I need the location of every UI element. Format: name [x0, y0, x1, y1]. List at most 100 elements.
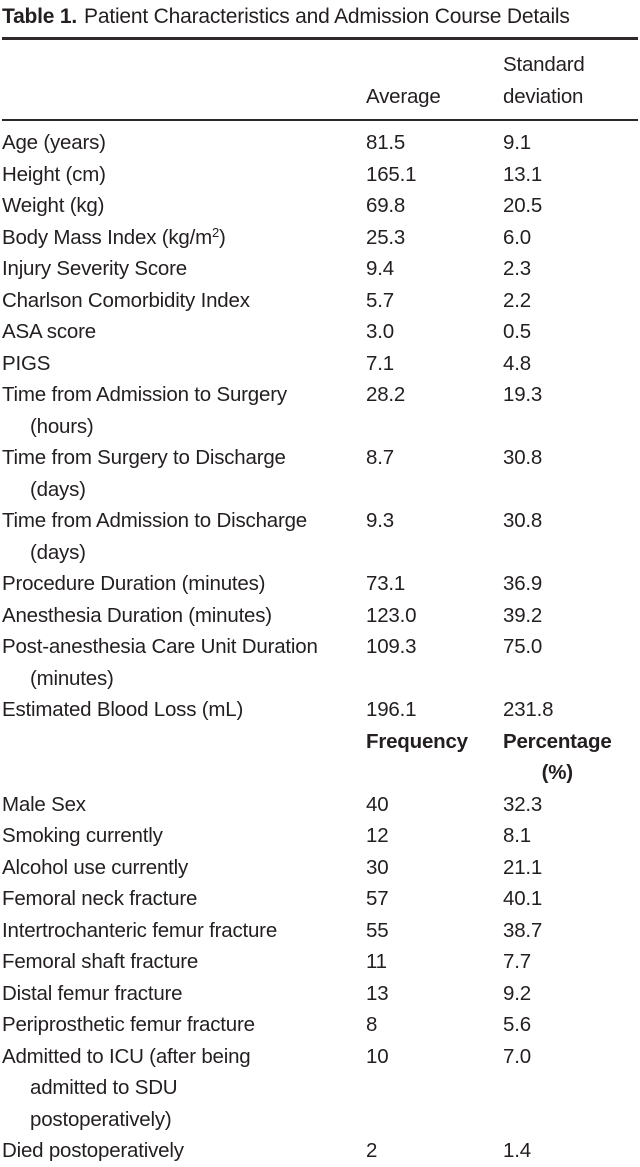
column-header-blank [2, 38, 366, 121]
average-value: 3.0 [366, 320, 394, 343]
sd-value: 30.8 [503, 509, 543, 532]
frequency-value: 8 [366, 1013, 378, 1036]
sd-value: 4.8 [503, 351, 531, 375]
frequency-value: 40 [366, 792, 389, 816]
row-label: Alcohol use currently [2, 855, 189, 879]
table-row: Body Mass Index (kg/m2) 25.3 6.0 [2, 222, 638, 254]
row-label: Procedure Duration (minutes) [2, 572, 266, 595]
table-row: Died postoperatively 2 1.4 [2, 1135, 638, 1167]
percentage-value: 38.7 [503, 918, 543, 942]
table-title: Table 1. Patient Characteristics and Admi… [2, 4, 638, 30]
frequency-value: 13 [366, 981, 389, 1005]
table-row: Alcohol use currently 30 21.1 [2, 852, 638, 884]
superscript: 2 [212, 224, 220, 240]
row-label: Body Mass Index (kg/m2) [2, 224, 226, 249]
average-value: 69.8 [366, 194, 406, 217]
average-value: 25.3 [366, 225, 406, 249]
sd-value: 6.0 [503, 225, 531, 249]
row-label: Died postoperatively [2, 1139, 184, 1162]
column-header-standard-deviation: Standard deviation [503, 38, 638, 121]
frequency-value: 30 [366, 855, 389, 879]
sd-value: 19.3 [503, 383, 543, 406]
average-value: 109.3 [366, 635, 417, 658]
sd-value: 30.8 [503, 446, 543, 469]
frequency-value: 12 [366, 824, 389, 847]
sd-value: 13.1 [503, 162, 543, 186]
row-label: Anesthesia Duration (minutes) [2, 603, 272, 627]
row-label: PIGS [2, 351, 51, 375]
row-label: Femoral neck fracture [2, 887, 198, 910]
row-label [2, 726, 366, 789]
sd-value: 2.2 [503, 288, 531, 312]
table-body: Age (years) 81.5 9.1 Height (cm) 165.1 13.1 We… [2, 120, 638, 1167]
percentage-header-wrap: Percentage (%) [503, 729, 612, 785]
frequency-value: 2 [366, 1139, 378, 1162]
table-row: Admitted to ICU (after being admitted to… [2, 1041, 638, 1136]
percentage-value: 21.1 [503, 855, 543, 879]
row-label: Male Sex [2, 792, 86, 816]
table-row: Anesthesia Duration (minutes) 123.0 39.2 [2, 600, 638, 632]
table-row: Time from Surgery to Discharge (days) 8.7… [2, 442, 638, 505]
frequency-section-header-row: Frequency Percentage (%) [2, 726, 638, 789]
average-value: 28.2 [366, 383, 406, 406]
sd-value: 9.1 [503, 131, 531, 154]
table-row: Femoral shaft fracture 11 7.7 [2, 946, 638, 978]
frequency-value: 57 [366, 887, 389, 910]
sd-value: 2.3 [503, 257, 531, 280]
sd-value: 0.5 [503, 320, 531, 343]
table-row: ASA score 3.0 0.5 [2, 316, 638, 348]
column-header-average: Average [366, 38, 503, 121]
row-label: Smoking currently [2, 824, 163, 847]
percentage-value: 1.4 [503, 1139, 531, 1162]
frequency-value: 11 [366, 950, 387, 973]
table-row: Procedure Duration (minutes) 73.1 36.9 [2, 568, 638, 600]
table-row: PIGS 7.1 4.8 [2, 348, 638, 380]
row-label: Height (cm) [2, 162, 106, 186]
percentage-value: 5.6 [503, 1013, 531, 1036]
patient-characteristics-table: Average Standard deviation Age (years) 81… [2, 37, 638, 1167]
average-value: 73.1 [366, 572, 406, 595]
row-label: Time from Admission to Discharge (days) [2, 509, 307, 564]
table-row: Smoking currently 12 8.1 [2, 820, 638, 852]
table-header-row: Average Standard deviation [2, 38, 638, 121]
table-title-text: Patient Characteristics and Admission Co… [84, 5, 570, 28]
frequency-value: 10 [366, 1044, 389, 1068]
table-row: Charlson Comorbidity Index 5.7 2.2 [2, 285, 638, 317]
sd-value: 20.5 [503, 194, 543, 217]
table-row: Intertrochanteric femur fracture 55 38.7 [2, 915, 638, 947]
table-row: Time from Admission to Discharge (days) 9… [2, 505, 638, 568]
table-row: Periprosthetic femur fracture 8 5.6 [2, 1009, 638, 1041]
column-header-frequency: Frequency [366, 729, 468, 753]
average-value: 165.1 [366, 162, 417, 186]
average-value: 5.7 [366, 288, 394, 312]
table-row: Distal femur fracture 13 9.2 [2, 978, 638, 1010]
table-row: Height (cm) 165.1 13.1 [2, 159, 638, 191]
row-label: Admitted to ICU (after being admitted to… [2, 1044, 251, 1131]
table-row: Femoral neck fracture 57 40.1 [2, 883, 638, 915]
percentage-value: 8.1 [503, 824, 531, 847]
row-label: Periprosthetic femur fracture [2, 1013, 255, 1036]
percentage-value: 7.7 [503, 950, 531, 973]
sd-value: 75.0 [503, 635, 543, 658]
row-label: Age (years) [2, 131, 106, 154]
row-label: Intertrochanteric femur fracture [2, 918, 278, 942]
table-row: Estimated Blood Loss (mL) 196.1 231.8 [2, 694, 638, 726]
table-row: Injury Severity Score 9.4 2.3 [2, 253, 638, 285]
column-header-percentage: Percentage (%) [503, 726, 638, 789]
table-row: Time from Admission to Surgery (hours) 28… [2, 379, 638, 442]
row-label: Charlson Comorbidity Index [2, 288, 250, 312]
table-number-label: Table 1. [2, 5, 78, 28]
sd-value: 39.2 [503, 603, 543, 627]
sd-value: 36.9 [503, 572, 543, 595]
row-label: Weight (kg) [2, 194, 105, 217]
average-value: 81.5 [366, 131, 406, 154]
table-row: Post-anesthesia Care Unit Duration (minu… [2, 631, 638, 694]
row-label: Time from Admission to Surgery (hours) [2, 383, 287, 438]
row-label: Time from Surgery to Discharge (days) [2, 446, 286, 501]
percentage-value: 32.3 [503, 792, 543, 816]
row-label: Distal femur fracture [2, 981, 183, 1005]
percentage-value: 7.0 [503, 1044, 531, 1068]
percentage-value: 40.1 [503, 887, 543, 910]
average-value: 8.7 [366, 446, 394, 469]
